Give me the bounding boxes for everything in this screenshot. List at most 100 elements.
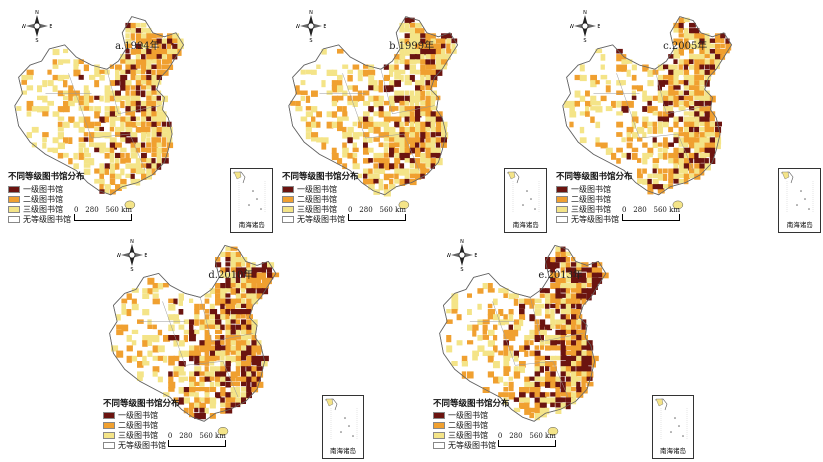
county-region — [109, 189, 116, 195]
county-region — [152, 335, 160, 343]
county-region — [404, 43, 410, 50]
county-region — [142, 355, 147, 363]
county-region — [83, 158, 91, 164]
county-region — [47, 80, 54, 87]
county-region — [519, 309, 525, 315]
county-region — [125, 59, 133, 67]
county-region — [415, 59, 421, 64]
county-region — [109, 80, 116, 86]
county-region — [321, 80, 326, 88]
county-region — [555, 277, 562, 285]
county-region — [167, 137, 173, 144]
county-region — [225, 376, 231, 382]
county-region — [235, 366, 241, 373]
county-region — [678, 137, 686, 143]
county-region — [647, 147, 654, 155]
county-region — [694, 142, 700, 149]
county-region — [156, 69, 164, 76]
south-china-sea-inset: 南海诸岛 — [651, 394, 695, 459]
county-region — [146, 48, 153, 55]
county-region — [508, 345, 514, 351]
county-region — [694, 64, 701, 70]
county-region — [83, 132, 89, 137]
county-region — [230, 402, 236, 408]
county-region — [689, 121, 696, 128]
county-region — [704, 132, 711, 137]
province-boundary — [185, 361, 224, 366]
county-region — [173, 340, 178, 347]
county-region — [141, 158, 148, 163]
county-region — [94, 126, 100, 132]
county-region — [241, 277, 247, 285]
county-region — [560, 272, 565, 277]
county-region — [331, 100, 338, 107]
county-region — [673, 54, 681, 59]
county-region — [189, 319, 195, 325]
county-region — [352, 152, 358, 158]
county-region — [130, 132, 138, 138]
scale-bar-line — [347, 214, 406, 221]
county-region — [135, 64, 141, 69]
county-region — [109, 163, 117, 170]
county-region — [209, 413, 216, 419]
county-region — [256, 267, 264, 273]
county-region — [131, 288, 139, 293]
legend-swatch — [103, 432, 115, 440]
county-region — [555, 397, 563, 403]
county-region — [699, 168, 705, 176]
county-region — [146, 126, 151, 133]
county-region — [616, 48, 623, 54]
county-region — [199, 402, 206, 409]
county-region — [621, 137, 626, 143]
county-region — [663, 95, 669, 102]
county-region — [135, 48, 141, 55]
county-region — [347, 69, 353, 74]
county-region — [435, 59, 443, 66]
county-region — [576, 355, 583, 362]
county-region — [168, 314, 176, 321]
county-region — [503, 329, 510, 337]
county-region — [130, 33, 135, 41]
county-region — [52, 111, 60, 117]
county-region — [83, 106, 91, 111]
county-region — [409, 95, 416, 103]
county-region — [204, 371, 212, 379]
county-region — [220, 381, 226, 386]
legend-label: 三级图书馆 — [448, 431, 488, 441]
county-region — [420, 80, 425, 85]
county-region — [409, 173, 417, 179]
county-region — [709, 121, 717, 128]
county-region — [616, 54, 624, 62]
county-region — [178, 324, 185, 330]
county-region — [215, 350, 222, 356]
county-region — [394, 152, 401, 160]
county-region — [295, 85, 300, 93]
county-region — [581, 267, 588, 272]
county-region — [373, 100, 381, 108]
county-region — [420, 43, 426, 51]
county-region — [256, 345, 262, 353]
county-region — [678, 106, 686, 111]
county-region — [683, 132, 690, 139]
county-region — [189, 392, 195, 397]
county-region — [545, 293, 552, 299]
county-region — [571, 324, 576, 331]
county-region — [657, 74, 664, 82]
county-region — [99, 95, 104, 102]
hainan-island — [217, 427, 229, 436]
county-region — [529, 303, 535, 309]
county-region — [235, 277, 241, 284]
inset-map — [324, 398, 357, 440]
county-region — [151, 95, 158, 101]
county-region — [409, 106, 417, 112]
county-region — [451, 298, 459, 305]
county-region — [137, 361, 144, 368]
county-region — [394, 158, 401, 164]
county-region — [699, 69, 706, 76]
county-region — [235, 355, 242, 363]
county-region — [167, 54, 173, 61]
county-region — [519, 298, 527, 304]
county-region — [300, 69, 306, 75]
county-region — [581, 272, 586, 280]
county-region — [220, 340, 225, 345]
